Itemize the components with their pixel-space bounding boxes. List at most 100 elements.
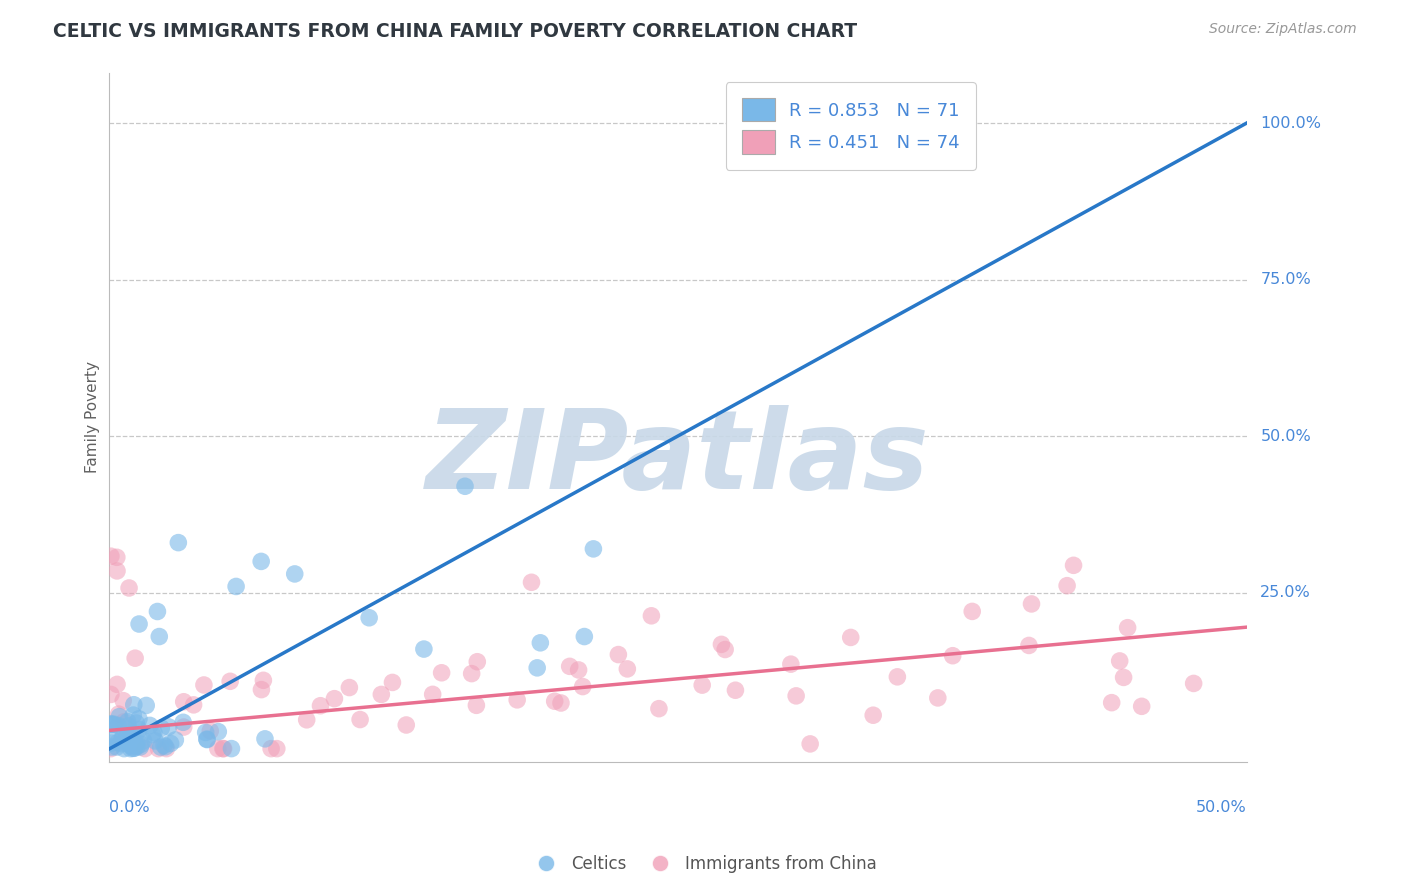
Point (129, 739, 152, 754)
Point (105, 564, 128, 578)
Point (153, 739, 176, 753)
Point (1182, 676, 1205, 690)
Point (150, 721, 173, 735)
Point (100, 549, 122, 564)
Point (100, 731, 122, 745)
Point (135, 698, 157, 713)
Point (122, 698, 145, 712)
Point (839, 631, 862, 645)
Point (112, 714, 135, 729)
Point (690, 678, 713, 692)
Point (558, 659, 581, 673)
Point (526, 661, 548, 675)
Point (207, 741, 229, 756)
Point (225, 579, 247, 593)
Point (295, 713, 318, 727)
Point (118, 581, 141, 595)
Point (785, 689, 807, 703)
Point (219, 674, 242, 689)
Point (110, 737, 132, 751)
Point (460, 666, 482, 681)
Point (381, 675, 404, 690)
Point (430, 665, 453, 680)
Point (779, 657, 801, 672)
Point (127, 736, 149, 750)
Point (107, 707, 129, 722)
Point (105, 677, 128, 691)
Point (100, 687, 122, 701)
Point (200, 723, 222, 738)
Point (107, 719, 129, 733)
Point (139, 718, 162, 732)
Text: CELTIC VS IMMIGRANTS FROM CHINA FAMILY POVERTY CORRELATION CHART: CELTIC VS IMMIGRANTS FROM CHINA FAMILY P… (53, 22, 858, 41)
Point (252, 673, 274, 688)
Point (942, 648, 965, 663)
Point (710, 637, 733, 651)
Point (193, 678, 215, 692)
Point (799, 737, 821, 751)
Point (117, 719, 139, 733)
Point (121, 732, 143, 747)
Point (370, 688, 392, 702)
Point (141, 728, 163, 742)
Point (105, 550, 128, 565)
Point (1018, 639, 1040, 653)
Point (1116, 621, 1139, 635)
Point (349, 713, 371, 727)
Point (582, 541, 605, 556)
Point (574, 630, 596, 644)
Point (111, 731, 134, 745)
Point (172, 715, 194, 730)
Point (105, 739, 128, 754)
Point (148, 630, 170, 644)
Point (221, 741, 243, 756)
Point (253, 731, 276, 746)
Point (465, 698, 488, 713)
Point (1112, 670, 1135, 684)
Point (927, 690, 949, 705)
Point (128, 723, 150, 737)
Point (422, 687, 444, 701)
Point (115, 730, 138, 744)
Point (520, 575, 543, 590)
Point (120, 738, 142, 752)
Point (960, 604, 983, 618)
Point (571, 680, 593, 694)
Text: 50.0%: 50.0% (1260, 429, 1310, 443)
Text: 0.0%: 0.0% (108, 799, 149, 814)
Point (1101, 696, 1123, 710)
Point (284, 566, 307, 581)
Point (544, 694, 567, 708)
Point (1108, 654, 1130, 668)
Point (714, 642, 737, 657)
Point (124, 651, 146, 665)
Point (250, 554, 273, 568)
Point (129, 737, 152, 751)
Point (1056, 579, 1078, 593)
Point (454, 479, 477, 493)
Point (122, 741, 145, 756)
Point (165, 733, 187, 747)
Point (108, 709, 131, 723)
Point (266, 741, 288, 756)
Point (529, 636, 551, 650)
Point (337, 681, 360, 695)
Point (862, 708, 884, 723)
Point (173, 695, 195, 709)
Point (195, 732, 218, 747)
Point (100, 741, 122, 756)
Point (155, 739, 177, 754)
Text: ZIPatlas: ZIPatlas (426, 405, 929, 512)
Point (120, 739, 142, 754)
Point (100, 736, 122, 750)
Point (212, 741, 235, 756)
Point (412, 642, 434, 657)
Point (117, 714, 139, 729)
Point (550, 696, 572, 710)
Point (724, 683, 747, 698)
Point (125, 716, 148, 731)
Point (120, 729, 142, 743)
Point (1130, 699, 1153, 714)
Point (134, 741, 156, 756)
Point (195, 732, 218, 747)
